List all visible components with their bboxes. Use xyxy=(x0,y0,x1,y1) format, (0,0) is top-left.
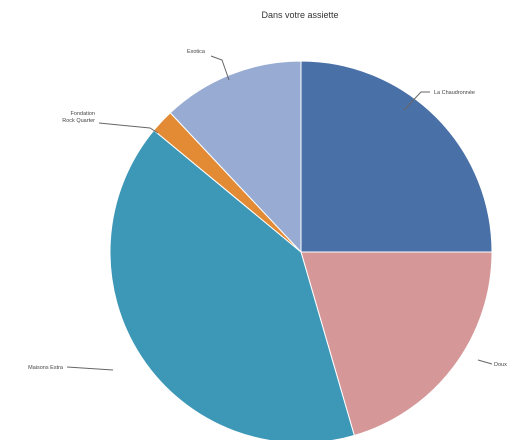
leader-line xyxy=(477,359,493,365)
pie-slice-maisons-estra xyxy=(109,129,355,440)
chart-title: Dans votre assiette xyxy=(261,10,338,20)
pie-slice-doux xyxy=(300,251,493,437)
slice-label: Maisons Estra xyxy=(28,365,64,371)
leader-line xyxy=(98,122,159,134)
slice-label: Fondation Rock Quarter xyxy=(62,111,95,124)
slice-labels: La Chaudronnée Doux Maisons Estra Fondation… xyxy=(28,49,507,371)
slice-label: Doux xyxy=(494,362,507,368)
pie-slice-exotica xyxy=(169,60,302,254)
slice-label: La Chaudronnée xyxy=(434,90,475,96)
pie-slices xyxy=(109,60,493,440)
slice-label: Exotica xyxy=(187,49,206,55)
pie-slice-la-chaudronn-e xyxy=(300,60,493,253)
leader-line xyxy=(210,55,230,81)
leader-line xyxy=(403,91,430,111)
leader-line xyxy=(66,366,114,371)
